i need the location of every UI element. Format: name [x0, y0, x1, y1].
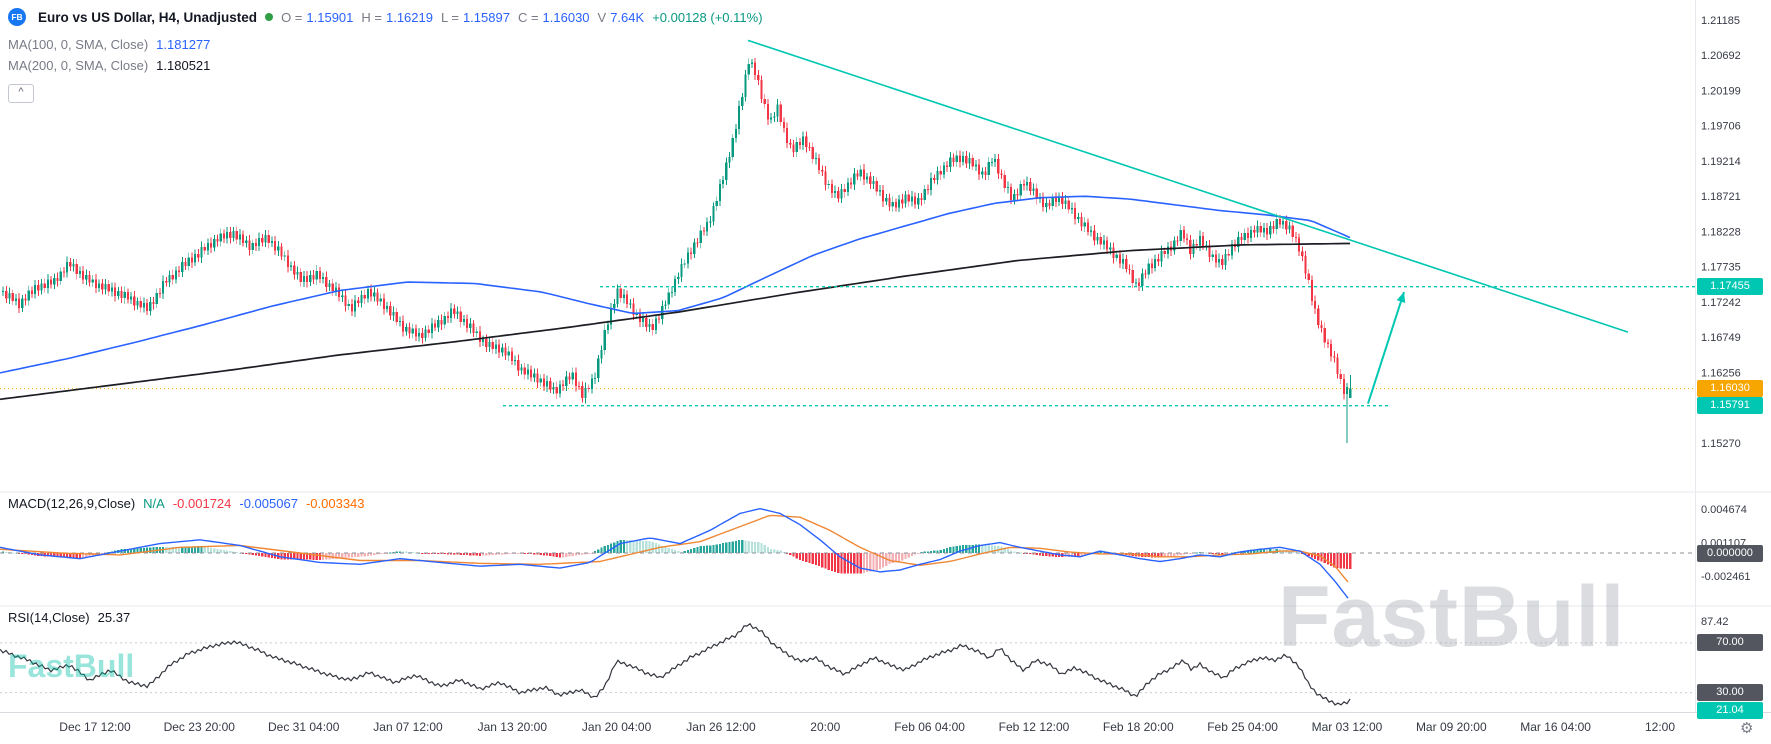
support-price-badge: 1.15791	[1697, 397, 1763, 415]
time-axis-label[interactable]: Dec 17 12:00	[59, 720, 131, 734]
broker-logo: FB	[8, 8, 26, 26]
price-axis-label: 1.19214	[1701, 156, 1741, 168]
last-price-badge: 1.16030	[1697, 380, 1763, 398]
macd-zero-badge: 0.000000	[1697, 544, 1763, 562]
low-label: L =	[440, 9, 459, 25]
projection-arrow-head	[1396, 292, 1406, 303]
price-axis-label: 1.17242	[1701, 297, 1741, 309]
rsi-label: RSI(14,Close)	[8, 610, 90, 625]
price-axis-label: 1.19706	[1701, 121, 1741, 133]
price-axis-label: 1.20692	[1701, 50, 1741, 62]
price-axis-label: 1.18721	[1701, 191, 1741, 203]
open-label: O =	[281, 9, 303, 25]
rsi-line[interactable]	[0, 622, 1351, 706]
macd-hist-value: -0.001724	[172, 496, 232, 511]
symbol-title: Euro vs US Dollar, H4, Unadjusted	[38, 9, 258, 25]
volume-label: V	[597, 9, 607, 25]
rsi-current-badge: 21.04	[1697, 701, 1763, 719]
time-axis-label[interactable]: 12:00	[1645, 720, 1675, 734]
ma100-value: 1.181277	[156, 36, 211, 52]
macd-line-value: -0.005067	[239, 496, 298, 511]
time-axis-label[interactable]: Feb 18 20:00	[1103, 720, 1174, 734]
macd-axis-label: -0.002461	[1701, 571, 1751, 583]
time-axis-label[interactable]: Mar 16 04:00	[1520, 720, 1591, 734]
time-axis-label[interactable]: 20:00	[810, 720, 840, 734]
low-value: 1.15897	[462, 9, 510, 25]
macd-signal-value: -0.003343	[305, 496, 365, 511]
resistance-price-badge: 1.17455	[1697, 278, 1763, 296]
close-value: 1.16030	[542, 9, 590, 25]
time-axis-label[interactable]: Mar 09 20:00	[1416, 720, 1487, 734]
rsi-70-badge: 70.00	[1697, 634, 1763, 652]
macd-na-value: N/A	[143, 496, 165, 511]
time-axis-label[interactable]: Jan 26 12:00	[686, 720, 756, 734]
time-axis-label[interactable]: Jan 20 04:00	[582, 720, 652, 734]
price-axis-label: 1.16256	[1701, 367, 1741, 379]
chart-legend: FB Euro vs US Dollar, H4, Unadjusted O =…	[8, 6, 763, 74]
close-label: C =	[517, 9, 539, 25]
market-status-dot	[265, 13, 274, 21]
symbol-row: FB Euro vs US Dollar, H4, Unadjusted O =…	[8, 6, 763, 28]
time-axis-label[interactable]: Feb 12 12:00	[999, 720, 1070, 734]
time-axis-label[interactable]: Jan 07 12:00	[373, 720, 443, 734]
time-axis-label[interactable]: Jan 13 20:00	[478, 720, 548, 734]
price-axis-label: 1.21185	[1701, 15, 1740, 27]
ma200-label: MA(200, 0, SMA, Close)	[8, 57, 149, 73]
high-label: H =	[361, 9, 382, 25]
price-axis-label: 1.15270	[1701, 438, 1741, 450]
rsi-axis-label: 87.42	[1701, 616, 1729, 628]
macd-main-line[interactable]	[0, 507, 1349, 599]
price-axis-label: 1.20199	[1701, 85, 1741, 97]
time-axis-label[interactable]: Feb 25 04:00	[1207, 720, 1278, 734]
time-axis-label[interactable]: Mar 03 12:00	[1312, 720, 1383, 734]
time-axis-label[interactable]: Dec 23 20:00	[164, 720, 236, 734]
time-axis-label[interactable]: Feb 06 04:00	[894, 720, 965, 734]
time-axis-label[interactable]: Dec 31 04:00	[268, 720, 340, 734]
price-axis-label: 1.17735	[1701, 262, 1741, 274]
rsi-30-badge: 30.00	[1697, 684, 1763, 702]
price-axis-label: 1.18228	[1701, 226, 1741, 238]
volume-value: 7.64K	[610, 9, 645, 25]
ma100-label: MA(100, 0, SMA, Close)	[8, 36, 149, 52]
projection-arrow[interactable]	[1367, 291, 1405, 404]
ma200-value: 1.180521	[156, 57, 211, 73]
ma200-legend: MA(200, 0, SMA, Close) 1.180521	[8, 56, 763, 74]
descending-trendline[interactable]	[747, 39, 1629, 333]
ma200-line[interactable]	[0, 242, 1350, 401]
rsi-value: 25.37	[97, 610, 131, 625]
rsi-legend: RSI(14,Close) 25.37	[8, 610, 130, 625]
change-value: +0.00128 (+0.11%)	[652, 9, 763, 25]
open-value: 1.15901	[306, 9, 354, 25]
high-value: 1.16219	[385, 9, 433, 25]
collapse-legend-button[interactable]: ^	[8, 84, 34, 103]
settings-gear-icon[interactable]: ⚙	[1740, 720, 1754, 737]
ma100-line[interactable]	[0, 195, 1351, 374]
macd-label: MACD(12,26,9,Close)	[8, 496, 136, 511]
macd-axis-label: 0.004674	[1701, 504, 1747, 516]
macd-legend: MACD(12,26,9,Close) N/A -0.001724 -0.005…	[8, 496, 365, 511]
ma100-legend: MA(100, 0, SMA, Close) 1.181277	[8, 35, 763, 53]
macd-signal-line[interactable]	[0, 514, 1349, 583]
candles-layer	[2, 58, 1352, 443]
price-axis-label: 1.16749	[1701, 332, 1741, 344]
